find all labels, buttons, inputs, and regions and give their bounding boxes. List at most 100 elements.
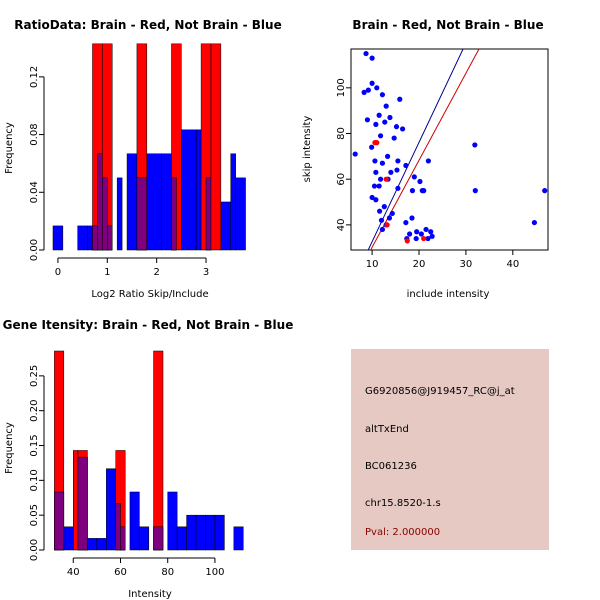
gene-hist-bar-not-brain (176, 526, 187, 551)
ratio-hist-bar-overlap (102, 177, 108, 251)
scatter-y-tick-label: 80 (336, 127, 347, 140)
scatter-y-tick-label: 60 (336, 173, 347, 186)
ratio-hist-bars (52, 43, 246, 251)
ratio-hist-bar-not-brain (77, 225, 88, 251)
ratio-hist-x-tick-label: 3 (203, 267, 209, 278)
ratio-hist-bar-overlap (136, 177, 148, 251)
scatter-point-not-brain (387, 114, 393, 121)
gene-hist-y-tick-label: 0.10 (29, 469, 40, 491)
scatter-point-not-brain (379, 226, 386, 233)
scatter-point-not-brain (411, 174, 417, 180)
scatter-panel: Brain - Red, Not Brain - Blue include in… (302, 18, 549, 300)
scatter-point-not-brain (369, 194, 375, 201)
scatter-points (352, 50, 548, 244)
gene-hist-bar-not-brain (139, 526, 150, 551)
ratio-hist-axes: 0 1 2 3 0.00 0.04 0.08 0.12 (29, 66, 209, 278)
scatter-point-not-brain (378, 217, 385, 223)
scatter-point-not-brain (409, 215, 415, 221)
ratio-hist-bar-not-brain (230, 153, 236, 251)
ratio-hist-bar-overlap (92, 225, 98, 251)
scatter-y-tick-label: 40 (336, 219, 347, 232)
ratio-hist-title: RatioData: Brain - Red, Not Brain - Blue (14, 18, 281, 32)
scatter-xlabel: include intensity (407, 289, 490, 300)
scatter-point-not-brain (413, 235, 419, 242)
scatter-point-not-brain (376, 183, 382, 189)
ratio-hist-ylabel: Frequency (4, 122, 15, 174)
scatter-point-not-brain (379, 160, 386, 166)
scatter-point-not-brain (383, 103, 389, 109)
scatter-point-not-brain (373, 197, 379, 203)
scatter-red-fit-line (370, 49, 480, 250)
scatter-point-not-brain (369, 80, 375, 86)
ratio-histogram-panel: RatioData: Brain - Red, Not Brain - Blue… (4, 18, 282, 300)
scatter-point-not-brain (395, 185, 401, 191)
scatter-point-not-brain (369, 55, 375, 61)
scatter-fit-lines (367, 49, 480, 250)
scatter-point-not-brain (397, 96, 403, 102)
ratio-hist-bar-not-brain (146, 153, 162, 251)
ratio-hist-bar-not-brain (181, 129, 197, 251)
gene-hist-bar-overlap (120, 526, 126, 551)
pval-text: Pval: 2.000000 (365, 527, 441, 538)
scatter-ylabel: skip intensity (302, 116, 313, 183)
event-type: altTxEnd (365, 424, 409, 435)
gene-hist-bar-not-brain (129, 491, 140, 551)
ratio-hist-bar-not-brain (235, 177, 246, 251)
scatter-point-not-brain (531, 219, 537, 226)
scatter-point-not-brain (382, 119, 388, 125)
scatter-point-not-brain (393, 124, 400, 130)
scatter-point-brain (383, 176, 389, 182)
scatter-point-not-brain (377, 133, 384, 139)
scatter-point-not-brain (409, 188, 416, 194)
scatter-point-not-brain (369, 144, 375, 150)
probe-info-panel: G6920856@J919457_RC@j_at altTxEnd BC0612… (351, 349, 549, 550)
gene-histogram-panel: Gene Itensity: Brain - Red, Not Brain - … (3, 318, 294, 600)
gene-hist-bar-not-brain (87, 538, 98, 551)
scatter-blue-fit-line (367, 49, 464, 250)
gene-hist-y-tick-label: 0.00 (29, 539, 40, 561)
gene-hist-x-tick-label: 40 (67, 567, 80, 578)
scatter-x-tick-label: 10 (366, 259, 379, 270)
gene-hist-bar-not-brain (205, 514, 216, 551)
scatter-point-not-brain (377, 176, 384, 182)
gene-hist-x-tick-label: 100 (205, 567, 224, 578)
ratio-hist-bar-brain (210, 43, 222, 251)
ratio-hist-bar-overlap (205, 177, 212, 251)
ratio-hist-bar-overlap (171, 177, 177, 251)
scatter-point-not-brain (377, 208, 383, 214)
scatter-point-not-brain (395, 158, 401, 164)
scatter-point-not-brain (374, 85, 380, 91)
gene-hist-x-tick-label: 60 (114, 567, 127, 578)
scatter-y-tick-label: 100 (336, 78, 347, 97)
scatter-point-not-brain (361, 89, 367, 95)
genomic-location: chr15.8520-1.s (365, 498, 441, 509)
scatter-point-not-brain (381, 204, 387, 210)
ratio-hist-bar-not-brain (161, 153, 172, 251)
scatter-point-not-brain (407, 231, 413, 237)
ratio-hist-y-tick-label: 0.08 (29, 123, 40, 145)
gene-hist-bar-not-brain (195, 514, 206, 551)
gene-hist-bar-brain (73, 450, 79, 551)
gene-hist-bar-not-brain (63, 526, 74, 551)
gene-hist-bar-not-brain (106, 468, 117, 551)
scatter-point-not-brain (425, 158, 431, 164)
ratio-hist-y-tick-label: 0.00 (29, 239, 40, 261)
scatter-point-not-brain (399, 126, 406, 132)
gene-hist-bar-overlap (153, 526, 164, 551)
scatter-point-not-brain (363, 50, 369, 57)
ratio-hist-y-tick-label: 0.04 (29, 181, 40, 203)
scatter-point-not-brain (403, 219, 409, 226)
ratio-hist-y-tick-label: 0.12 (29, 66, 40, 88)
scatter-point-not-brain (419, 188, 425, 194)
scatter-axes: 10 20 30 40 40 60 80 100 (336, 78, 519, 270)
scatter-point-not-brain (376, 112, 382, 118)
scatter-point-not-brain (379, 92, 386, 98)
scatter-point-not-brain (365, 87, 371, 93)
scatter-point-brain (404, 238, 410, 244)
ratio-hist-bar-not-brain (195, 129, 202, 251)
scatter-x-tick-label: 40 (506, 259, 519, 270)
scatter-point-not-brain (389, 210, 395, 217)
ratio-hist-x-tick-label: 2 (153, 267, 159, 278)
gene-hist-bar-not-brain (186, 514, 197, 551)
